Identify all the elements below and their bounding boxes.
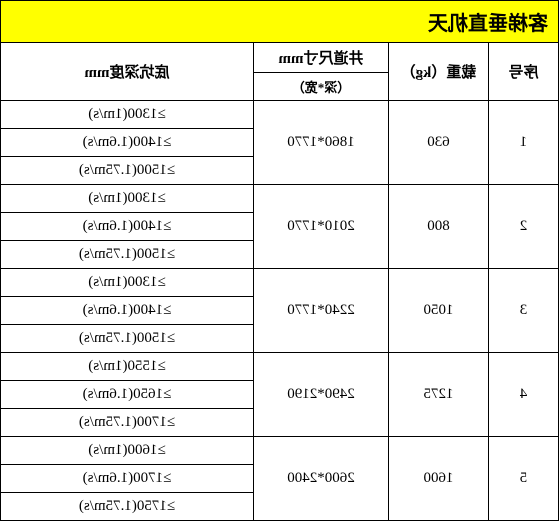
cell-well: 2240*1770 [254, 269, 389, 353]
cell-depth: ≥1300(1m/s) [1, 101, 254, 129]
cell-load: 1275 [389, 353, 489, 437]
cell-well: 2010*1770 [254, 185, 389, 269]
cell-depth: ≥1400(1.6m/s) [1, 129, 254, 157]
cell-depth: ≥1550(1m/s) [1, 353, 254, 381]
cell-depth: ≥1500(1.75m/s) [1, 241, 254, 269]
cell-well: 2490*2190 [254, 353, 389, 437]
cell-depth: ≥1750(1.75m/s) [1, 493, 254, 521]
cell-seq: 1 [489, 101, 559, 185]
cell-depth: ≥1700(1.6m/s) [1, 465, 254, 493]
table-row: 310502240*1770≥1300(1m/s) [1, 269, 559, 297]
table-row: 28002010*1770≥1300(1m/s) [1, 185, 559, 213]
cell-depth: ≥1400(1.6m/s) [1, 213, 254, 241]
header-seq: 序号 [489, 43, 559, 101]
cell-depth: ≥1500(1.75m/s) [1, 157, 254, 185]
cell-depth: ≥1300(1m/s) [1, 185, 254, 213]
header-well-sub: （深*宽） [254, 73, 389, 101]
cell-depth: ≥1700(1.75m/s) [1, 409, 254, 437]
cell-seq: 3 [489, 269, 559, 353]
cell-depth: ≥1500(1.75m/s) [1, 325, 254, 353]
table-title: 客梯垂直机天 [0, 0, 559, 42]
header-load: 载重（kg） [389, 43, 489, 101]
cell-well: 1860*1770 [254, 101, 389, 185]
table-row: 516002600*2400≥1600(1m/s) [1, 437, 559, 465]
cell-depth: ≥1600(1m/s) [1, 437, 254, 465]
cell-depth: ≥1300(1m/s) [1, 269, 254, 297]
header-depth: 底坑深度mm [1, 43, 254, 101]
spec-table: 序号 载重（kg） 井道尺寸mm 底坑深度mm （深*宽） 16301860*1… [0, 42, 559, 521]
cell-well: 2600*2400 [254, 437, 389, 521]
table-row: 16301860*1770≥1300(1m/s) [1, 101, 559, 129]
cell-depth: ≥1650(1.6m/s) [1, 381, 254, 409]
cell-seq: 4 [489, 353, 559, 437]
table-row: 412752490*2190≥1550(1m/s) [1, 353, 559, 381]
cell-load: 1600 [389, 437, 489, 521]
cell-seq: 5 [489, 437, 559, 521]
cell-seq: 2 [489, 185, 559, 269]
cell-load: 800 [389, 185, 489, 269]
cell-depth: ≥1400(1.6m/s) [1, 297, 254, 325]
cell-load: 1050 [389, 269, 489, 353]
cell-load: 630 [389, 101, 489, 185]
header-well: 井道尺寸mm [254, 43, 389, 73]
